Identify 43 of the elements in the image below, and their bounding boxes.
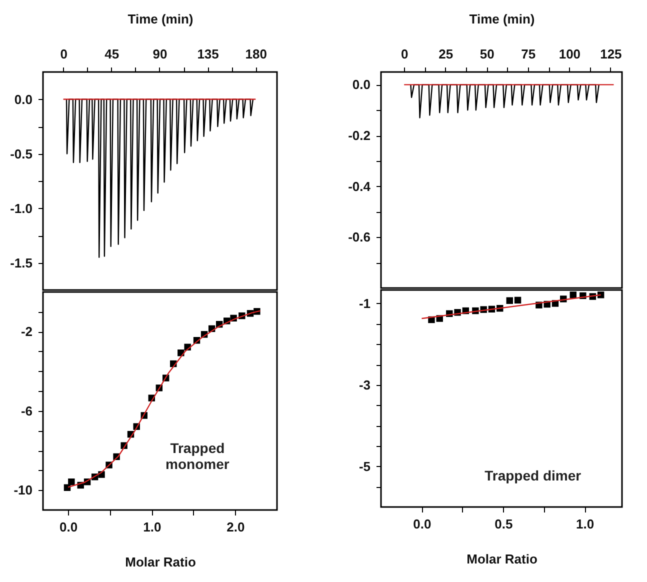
y-tick-label: -3 <box>358 377 370 392</box>
x-tick-label: 1.0 <box>143 520 162 534</box>
x-tick-label: 25 <box>438 46 454 62</box>
y-tick-label: -0.6 <box>348 230 370 245</box>
x-tick-label: 0.0 <box>413 516 432 532</box>
x-tick-label: 1.0 <box>576 516 594 532</box>
x-tick-label: 75 <box>521 46 536 62</box>
y-tick-label: -6 <box>20 403 32 418</box>
y-tick-label: 0.0 <box>352 77 370 92</box>
x-tick-label: 45 <box>104 46 120 62</box>
x-tick-label: 0 <box>60 46 68 62</box>
x-tick-label: 0.0 <box>60 520 78 534</box>
x-axis-title: Time (min) <box>469 12 535 26</box>
x-tick-label: 2.0 <box>226 520 245 534</box>
x-tick-label: 0 <box>400 46 408 62</box>
x-tick-label: 0.5 <box>494 516 513 532</box>
y-tick-label: -10 <box>14 482 32 498</box>
y-tick-label: -0.2 <box>348 128 370 144</box>
point <box>68 478 75 486</box>
y-tick-label: 0.0 <box>14 92 32 107</box>
line-series <box>66 98 254 258</box>
x-axis-title: Molar Ratio <box>466 552 538 566</box>
y-tick-label: -5 <box>358 458 370 474</box>
point <box>506 297 513 304</box>
y-tick-label: -1.0 <box>10 200 32 216</box>
point <box>570 292 577 298</box>
x-tick-label: 50 <box>480 46 494 62</box>
line-series <box>410 84 600 118</box>
y-tick-label: -0.4 <box>348 178 372 194</box>
annotation: Trapped monomer <box>166 440 230 472</box>
y-tick-label: -1.5 <box>10 255 32 270</box>
x-tick-label: 135 <box>197 46 219 62</box>
y-tick-label: -0.5 <box>10 146 32 162</box>
y-tick-label: -1 <box>358 296 370 311</box>
x-tick-label: 125 <box>600 46 622 62</box>
x-tick-label: 100 <box>558 46 581 62</box>
x-axis-title: Molar Ratio <box>125 554 196 570</box>
x-axis-title: Time (min) <box>128 12 194 26</box>
point <box>514 296 522 304</box>
x-tick-label: 90 <box>152 46 168 62</box>
y-tick-label: -2 <box>20 324 32 340</box>
x-tick-label: 180 <box>245 46 267 62</box>
annotation: Trapped dimer <box>484 468 582 484</box>
